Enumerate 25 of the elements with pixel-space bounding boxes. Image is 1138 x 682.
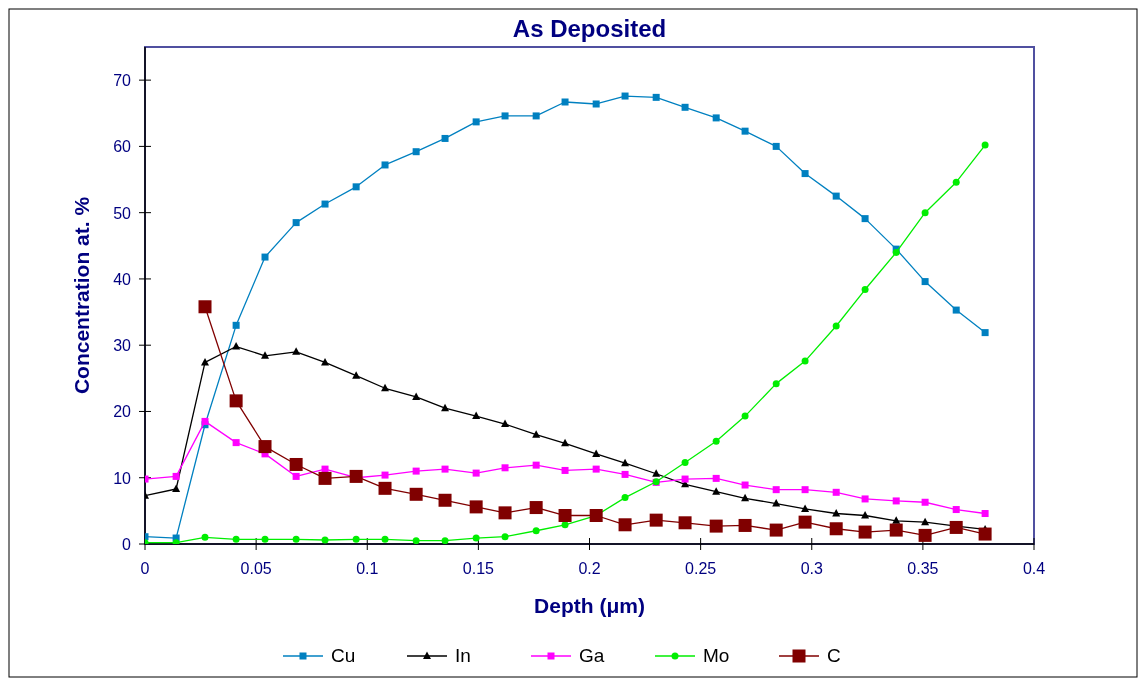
y-tick-label: 20 [113,403,132,421]
x-tick-label: 0 [140,560,150,577]
x-axis-title: Depth (μm) [534,594,645,617]
x-tick-label: 0.05 [240,560,272,577]
y-tick-label: 40 [113,270,132,288]
x-tick-label: 0.1 [356,560,379,577]
x-tick-label: 0.15 [462,560,495,577]
x-tick-label: 0.25 [685,560,717,577]
x-tick-label: 0.2 [578,560,601,577]
y-tick-label: 10 [113,469,132,487]
x-tick-label: 0.3 [800,560,823,577]
chart-title: As Deposited [512,15,667,42]
legend-label: Cu [331,645,356,666]
y-tick-label: 50 [113,204,132,222]
legend-label: C [827,645,841,666]
y-tick-label: 60 [113,138,132,156]
y-tick-label: 70 [113,72,132,90]
legend-label: In [455,645,471,666]
y-axis-title: Concentration at. % [70,196,93,395]
legend-label: Ga [579,645,605,666]
x-tick-label: 0.35 [907,560,939,577]
x-tick-label: 0.4 [1022,560,1046,577]
legend-label: Mo [703,645,730,666]
y-tick-label: 30 [113,337,132,355]
y-tick-label: 0 [122,536,132,553]
